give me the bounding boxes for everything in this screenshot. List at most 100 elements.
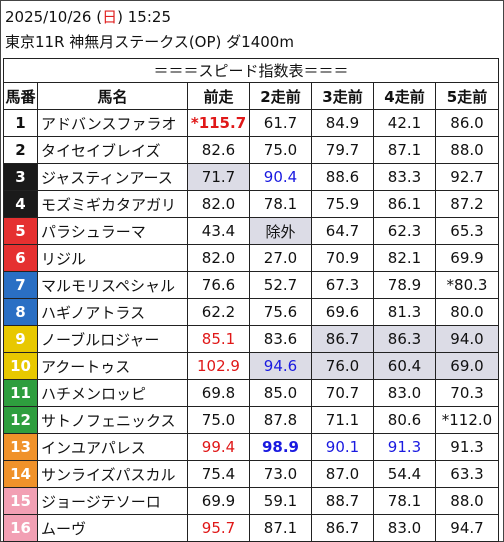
horse-name: インユアパレス	[37, 433, 188, 461]
horse-name: ムーヴ	[37, 514, 188, 542]
horse-number: 8	[3, 298, 38, 326]
table-row: 9 ノーブルロジャー 85.1 83.6 86.7 86.3 94.0	[3, 325, 499, 353]
speed-index-cell: 82.0	[187, 190, 250, 218]
speed-index-cell: 75.0	[187, 406, 250, 434]
speed-index-cell: 64.7	[311, 217, 374, 245]
speed-index-cell: 70.3	[435, 379, 499, 407]
speed-index-cell: 78.1	[373, 487, 436, 515]
race-title: 東京11R 神無月ステークス(OP) ダ1400m	[5, 33, 294, 51]
speed-index-cell: 94.0	[435, 325, 499, 353]
speed-index-cell: 65.3	[435, 217, 499, 245]
horse-name: マルモリスペシャル	[37, 271, 188, 299]
table-row: 6 リジル 82.0 27.0 70.9 82.1 69.9	[3, 244, 499, 272]
speed-index-cell: 62.3	[373, 217, 436, 245]
horse-number: 1	[3, 109, 38, 137]
race-day: 日	[102, 8, 118, 26]
horse-name: タイセイブレイズ	[37, 136, 188, 164]
speed-index-cell: 88.0	[435, 136, 499, 164]
horse-name: ハチメンロッピ	[37, 379, 188, 407]
horse-name: モズミギカタアガリ	[37, 190, 188, 218]
table-row: 15 ジョージテソーロ 69.9 59.1 88.7 78.1 88.0	[3, 487, 499, 515]
speed-index-cell: 88.6	[311, 163, 374, 191]
horse-name: パラシュラーマ	[37, 217, 188, 245]
table-row: 3 ジャスティンアース 71.7 90.4 88.6 83.3 92.7	[3, 163, 499, 191]
speed-index-cell: 69.9	[187, 487, 250, 515]
speed-index-cell: 79.7	[311, 136, 374, 164]
speed-index-cell: 75.6	[249, 298, 312, 326]
table-row: 8 ハギノアトラス 62.2 75.6 69.6 81.3 80.0	[3, 298, 499, 326]
speed-index-cell: 43.4	[187, 217, 250, 245]
speed-index-cell: 42.1	[373, 109, 436, 137]
horse-name: ハギノアトラス	[37, 298, 188, 326]
speed-index-cell: 92.7	[435, 163, 499, 191]
speed-index-cell: 除外	[249, 217, 312, 245]
horse-number: 13	[3, 433, 38, 461]
speed-index-cell: 71.1	[311, 406, 374, 434]
col-header-last: 前走	[187, 82, 250, 110]
speed-index-cell: 73.0	[249, 460, 312, 488]
speed-index-cell: 94.7	[435, 514, 499, 542]
speed-index-cell: 80.6	[373, 406, 436, 434]
speed-index-cell: *115.7	[187, 109, 250, 137]
speed-index-cell: 87.1	[249, 514, 312, 542]
speed-index-cell: 76.6	[187, 271, 250, 299]
speed-index-cell: 70.9	[311, 244, 374, 272]
speed-index-cell: 87.0	[311, 460, 374, 488]
speed-index-cell: 85.1	[187, 325, 250, 353]
table-row: 11 ハチメンロッピ 69.8 85.0 70.7 83.0 70.3	[3, 379, 499, 407]
speed-index-cell: 91.3	[435, 433, 499, 461]
speed-index-cell: *80.3	[435, 271, 499, 299]
speed-index-cell: 86.3	[373, 325, 436, 353]
horse-number: 6	[3, 244, 38, 272]
speed-index-cell: 91.3	[373, 433, 436, 461]
speed-index-cell: 87.2	[435, 190, 499, 218]
horse-number: 5	[3, 217, 38, 245]
table-row: 13 インユアパレス 99.4 98.9 90.1 91.3 91.3	[3, 433, 499, 461]
speed-index-cell: 94.6	[249, 352, 312, 380]
table-row: 4 モズミギカタアガリ 82.0 78.1 75.9 86.1 87.2	[3, 190, 499, 218]
horse-name: サトノフェニックス	[37, 406, 188, 434]
speed-index-cell: 82.1	[373, 244, 436, 272]
speed-index-cell: 90.4	[249, 163, 312, 191]
speed-index-cell: 78.1	[249, 190, 312, 218]
race-day-open: (	[96, 8, 103, 26]
speed-index-cell: 83.0	[373, 514, 436, 542]
table-row: 5 パラシュラーマ 43.4 除外 64.7 62.3 65.3	[3, 217, 499, 245]
speed-index-cell: 61.7	[249, 109, 312, 137]
speed-index-cell: 27.0	[249, 244, 312, 272]
speed-index-cell: 76.0	[311, 352, 374, 380]
table-row: 14 サンライズパスカル 75.4 73.0 87.0 54.4 63.3	[3, 460, 499, 488]
col-header-4th: 4走前	[373, 82, 436, 110]
horse-number: 10	[3, 352, 38, 380]
speed-index-cell: 71.7	[187, 163, 250, 191]
horse-name: アクートゥス	[37, 352, 188, 380]
table-row: 12 サトノフェニックス 75.0 87.8 71.1 80.6 *112.0	[3, 406, 499, 434]
table-row: 16 ムーヴ 95.7 87.1 86.7 83.0 94.7	[3, 514, 499, 542]
horse-number: 11	[3, 379, 38, 407]
speed-index-cell: 95.7	[187, 514, 250, 542]
speed-index-cell: 75.9	[311, 190, 374, 218]
horse-number: 14	[3, 460, 38, 488]
table-title-row: ＝＝＝スピード指数表＝＝＝	[3, 58, 499, 83]
speed-index-cell: 84.9	[311, 109, 374, 137]
speed-index-cell: 82.0	[187, 244, 250, 272]
speed-index-cell: 67.3	[311, 271, 374, 299]
speed-index-cell: 54.4	[373, 460, 436, 488]
column-header-row: 馬番 馬名 前走 2走前 3走前 4走前 5走前	[3, 82, 499, 110]
race-day-close: )	[117, 8, 123, 26]
col-header-2nd: 2走前	[249, 82, 312, 110]
horse-number: 4	[3, 190, 38, 218]
speed-index-cell: 86.7	[311, 325, 374, 353]
race-date: 2025/10/26	[5, 8, 92, 26]
speed-index-cell: 59.1	[249, 487, 312, 515]
horse-name: リジル	[37, 244, 188, 272]
col-header-3rd: 3走前	[311, 82, 374, 110]
speed-index-cell: 78.9	[373, 271, 436, 299]
speed-index-cell: 69.6	[311, 298, 374, 326]
speed-index-cell: 75.0	[249, 136, 312, 164]
horse-number: 16	[3, 514, 38, 542]
horse-number: 3	[3, 163, 38, 191]
speed-index-cell: *112.0	[435, 406, 499, 434]
speed-index-cell: 70.7	[311, 379, 374, 407]
